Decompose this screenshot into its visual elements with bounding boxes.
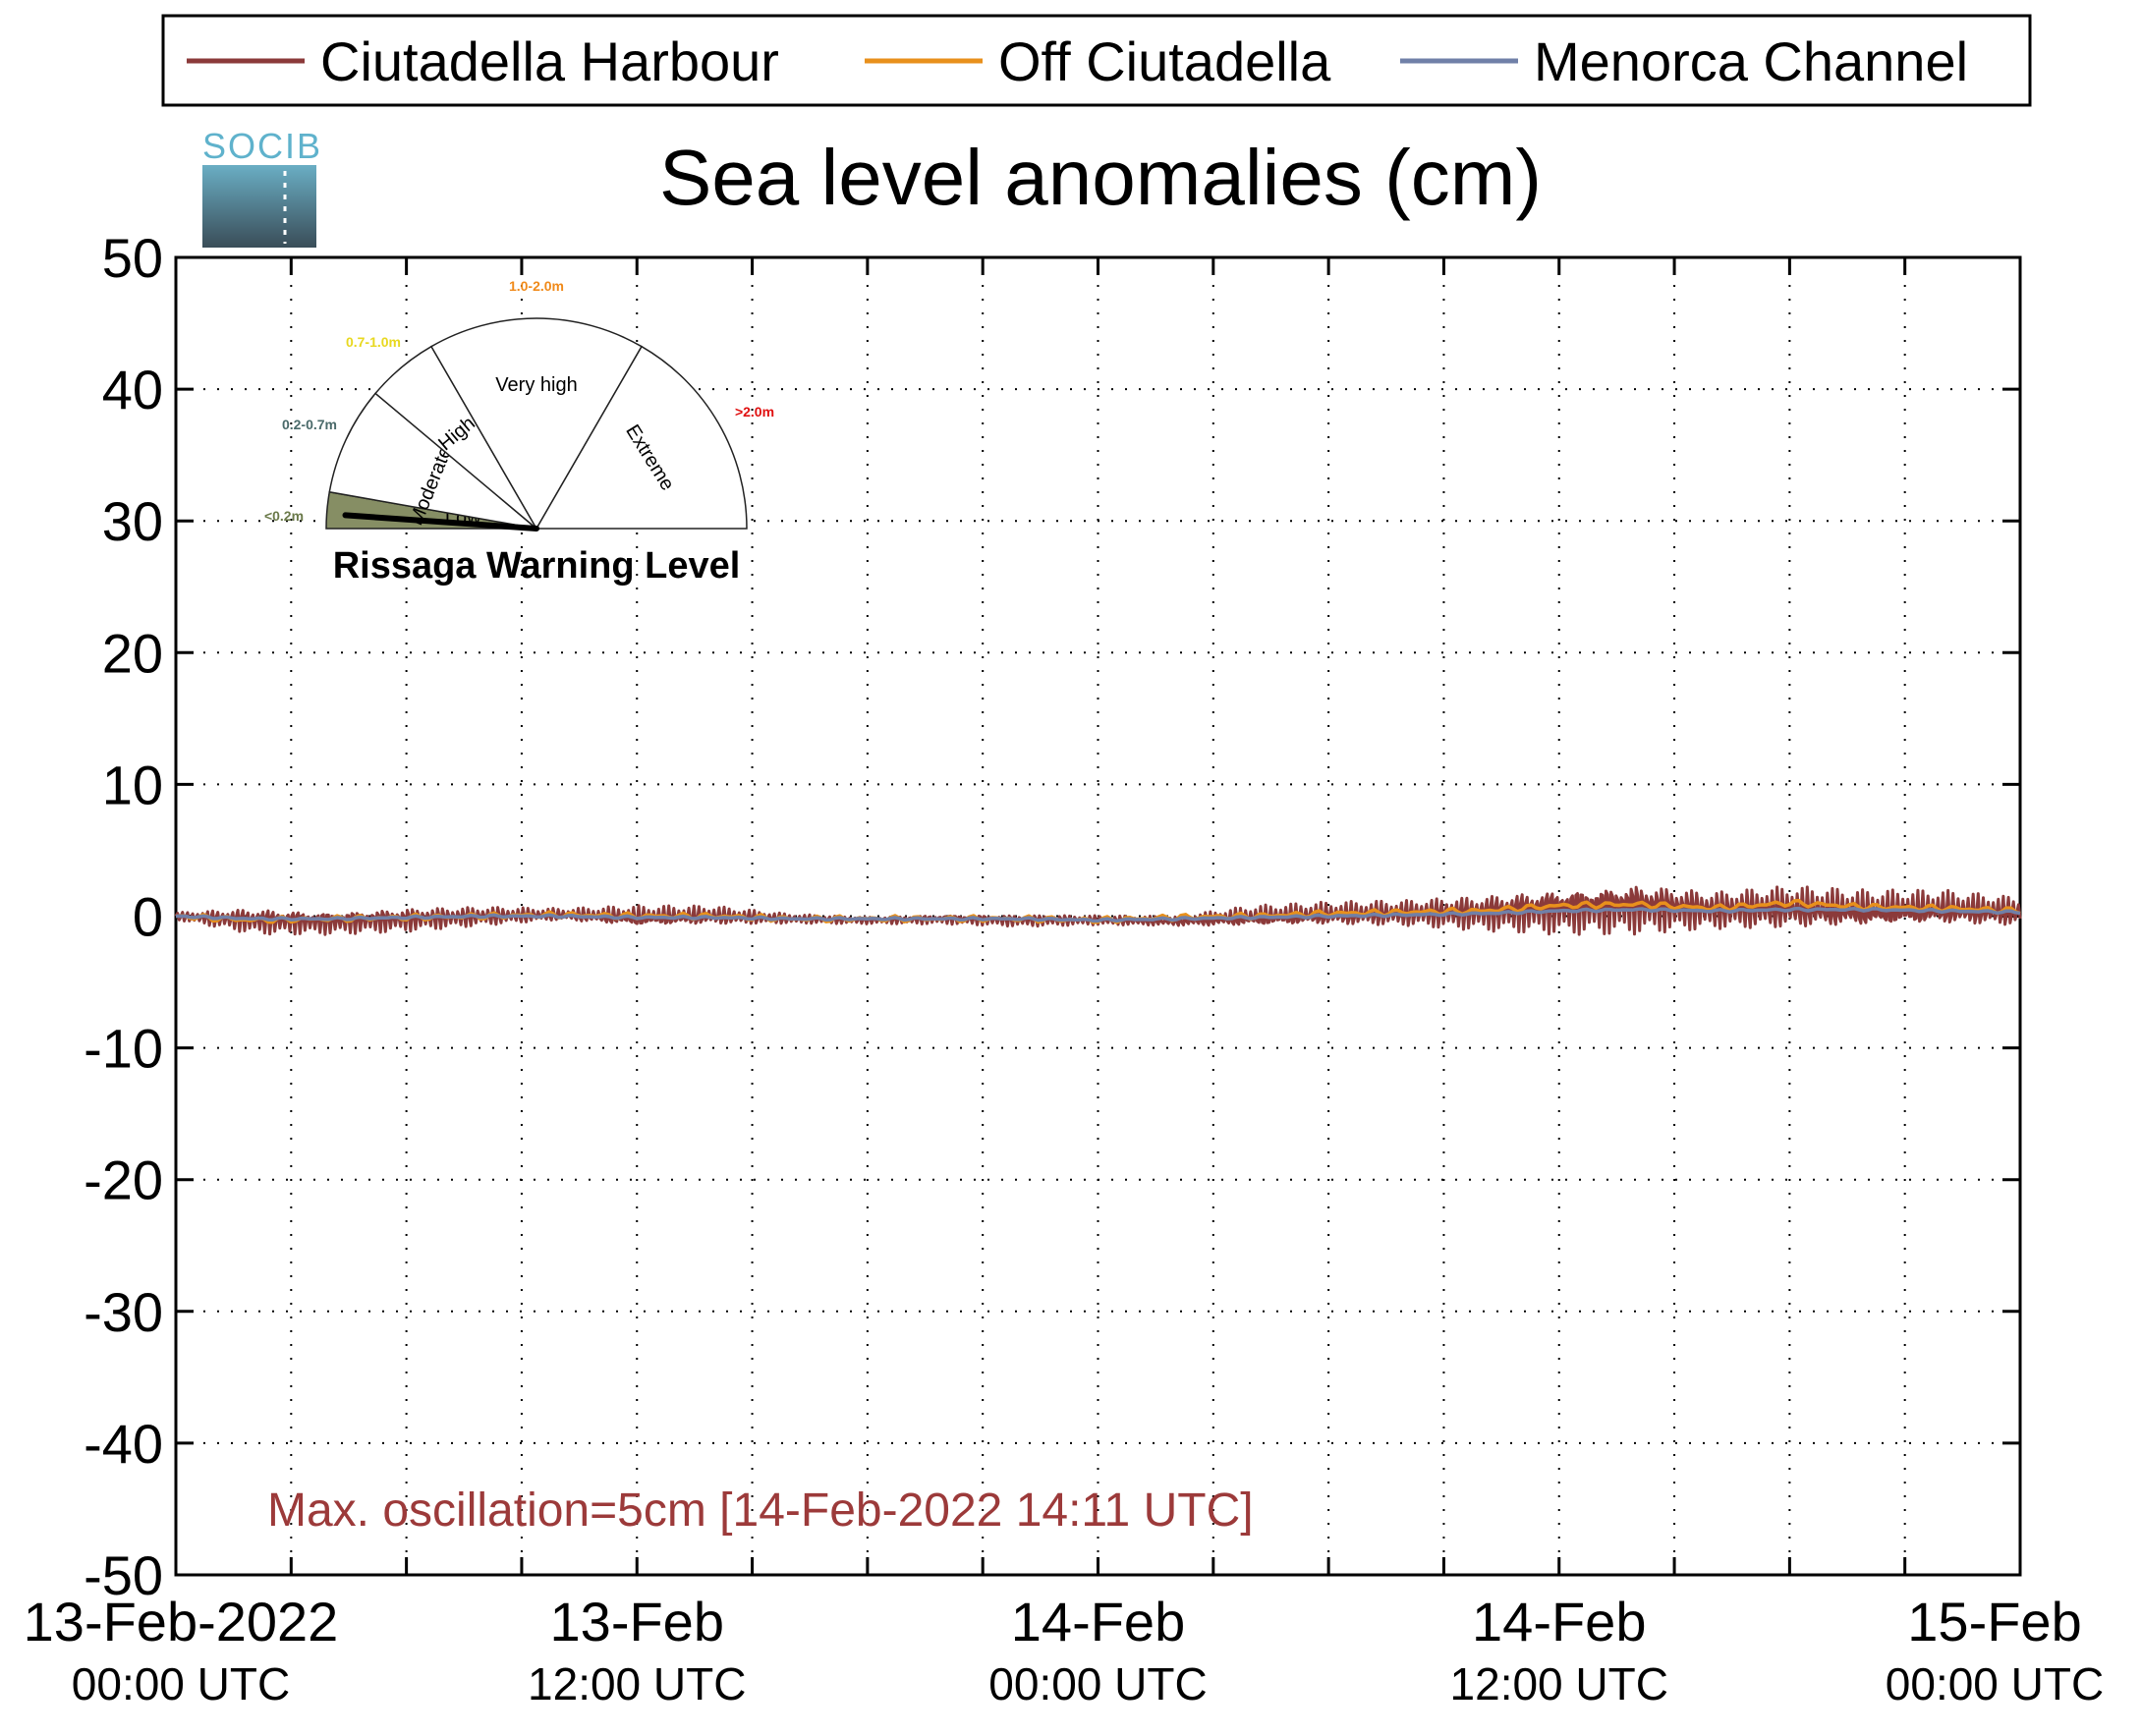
y-tick-label: -10	[84, 1018, 163, 1080]
x-tick-label-date: 14-Feb	[1011, 1591, 1185, 1652]
gauge-sector-moderate	[328, 392, 539, 531]
series-line-ciutadella-harbour	[174, 885, 2022, 936]
x-axis: 13-Feb-2022 00:00 UTC 13-Feb 12:00 UTC 14-Fe…	[24, 257, 2104, 1709]
x-tick-label-date: 15-Feb	[1907, 1591, 2081, 1652]
x-tick-label-time: 12:00 UTC	[528, 1658, 746, 1709]
rissaga-gauge: Rissaga Warning Level Low<0.2m Moderate0.…	[264, 278, 774, 587]
max-oscillation-annotation: Max. oscillation=5cm [14-Feb-2022 14:11 …	[267, 1484, 1254, 1537]
gauge-sector-label: Very high	[495, 374, 577, 396]
series-lines	[174, 885, 2022, 936]
y-axis: -50 -40 -30 -20 -10 0 10 20 30 40 50	[84, 227, 2020, 1606]
y-tick-label: 10	[102, 754, 163, 815]
legend-label-channel: Menorca Channel	[1534, 30, 1968, 92]
grid	[176, 257, 2020, 1575]
series-line-menorca-channel	[175, 906, 2021, 924]
x-tick-label-time: 00:00 UTC	[72, 1658, 290, 1709]
gauge-needle	[342, 512, 539, 532]
x-tick-label-time: 00:00 UTC	[1886, 1658, 2104, 1709]
gauge-sector-very-high	[429, 317, 644, 531]
gauge-range-label: <0.2m	[264, 508, 304, 524]
gauge-range-label: 0.7-1.0m	[346, 334, 401, 350]
x-tick-label-time: 12:00 UTC	[1450, 1658, 1668, 1709]
y-tick-label: -50	[84, 1544, 163, 1606]
legend: Ciutadella Harbour Off Ciutadella Menorc…	[161, 14, 2032, 107]
gauge-sector-extreme	[535, 345, 748, 530]
x-tick-label-date: 14-Feb	[1472, 1591, 1646, 1652]
y-tick-label: 50	[102, 227, 163, 289]
socib-logo-text: SOCIB	[202, 126, 322, 166]
gauge-range-label: 1.0-2.0m	[509, 278, 564, 294]
legend-label-harbour: Ciutadella Harbour	[320, 30, 779, 92]
gauge-range-label: 0.2-0.7m	[282, 417, 337, 432]
socib-logo-wave	[202, 165, 316, 248]
gauge-title: Rissaga Warning Level	[333, 545, 741, 587]
legend-box	[161, 14, 2032, 107]
legend-label-off: Off Ciutadella	[998, 30, 1331, 92]
y-tick-label: -20	[84, 1149, 163, 1211]
y-tick-label: -40	[84, 1413, 163, 1475]
x-tick-label-date: 13-Feb	[550, 1591, 724, 1652]
y-tick-label: 20	[102, 622, 163, 684]
x-tick-label-time: 00:00 UTC	[988, 1658, 1207, 1709]
y-tick-label: 30	[102, 490, 163, 552]
y-tick-label: -30	[84, 1281, 163, 1343]
x-tick-label-date: 13-Feb-2022	[24, 1591, 339, 1652]
y-tick-label: 40	[102, 359, 163, 420]
socib-logo: SOCIB	[202, 126, 322, 248]
y-tick-label: 0	[133, 886, 163, 948]
gauge-range-label: >2.0m	[735, 404, 774, 420]
chart-title: Sea level anomalies (cm)	[659, 134, 1542, 221]
